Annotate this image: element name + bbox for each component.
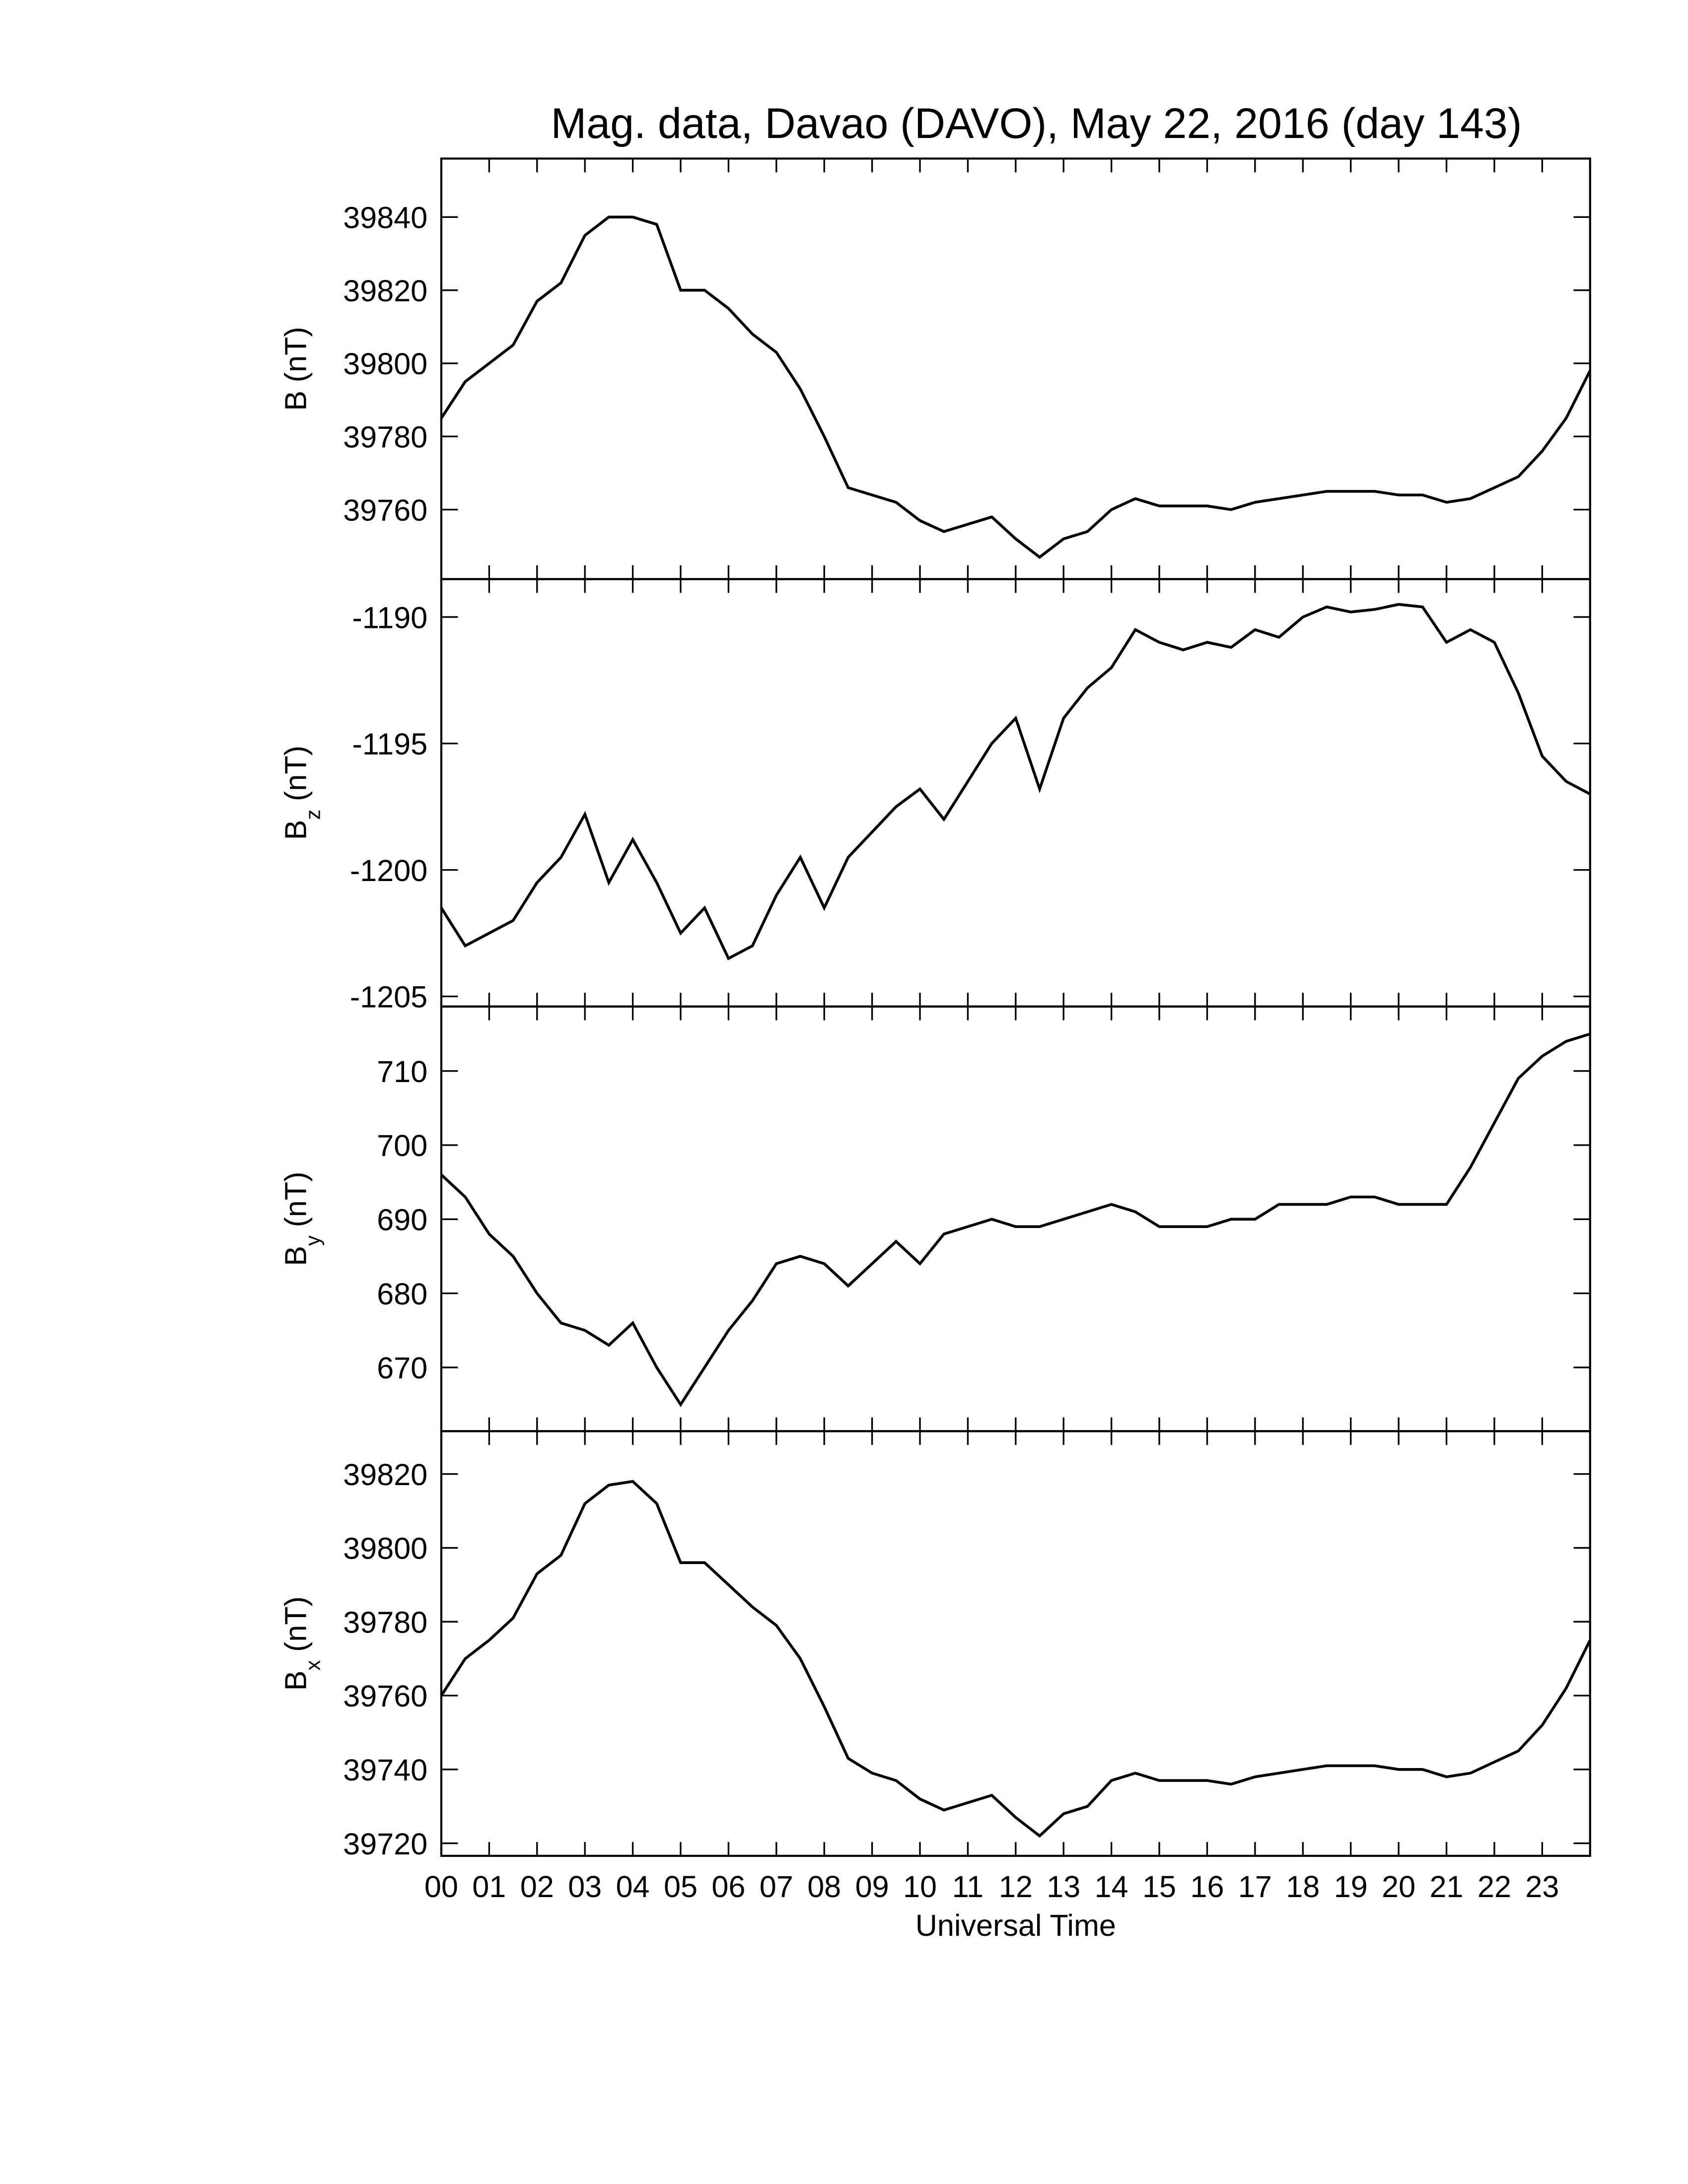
y-tick-label: -1190: [352, 601, 427, 634]
y-axis-label-sub: x: [301, 1660, 324, 1670]
y-tick-label: 700: [377, 1129, 427, 1162]
y-axis-label: B (nT): [279, 327, 313, 410]
y-axis-label-unit: (nT): [279, 746, 313, 801]
y-tick-label: 39760: [343, 1679, 427, 1713]
y-axis-label-main: B: [279, 820, 313, 840]
y-tick-label: 710: [377, 1055, 427, 1089]
y-axis-label: Bx (nT): [279, 1596, 325, 1691]
x-tick-label: 11: [952, 1870, 984, 1904]
y-tick-label: 39820: [343, 274, 427, 308]
y-tick-label: 670: [377, 1351, 427, 1385]
x-tick-label: 23: [1525, 1870, 1559, 1904]
x-tick-label: 00: [424, 1870, 458, 1904]
y-tick-label: -1195: [352, 727, 427, 761]
x-tick-label: 14: [1095, 1870, 1128, 1904]
x-tick-label: 01: [472, 1870, 506, 1904]
data-line: [440, 1032, 1591, 1407]
y-tick-label: 39780: [343, 1605, 427, 1639]
y-tick-label: 39780: [343, 420, 427, 454]
chart-title: Mag. data, Davao (DAVO), May 22, 2016 (d…: [551, 100, 1522, 147]
y-tick-label: 690: [377, 1203, 427, 1237]
y-tick-label: 39800: [343, 347, 427, 381]
data-line: [440, 1480, 1592, 1838]
x-tick-label: 12: [999, 1870, 1033, 1904]
x-tick-label: 02: [520, 1870, 554, 1904]
y-tick-label: 39820: [343, 1458, 427, 1492]
x-tick-label: 08: [807, 1870, 841, 1904]
y-tick-label: 39760: [343, 493, 427, 527]
x-tick-label: 16: [1190, 1870, 1224, 1904]
x-tick-label: 09: [855, 1870, 889, 1904]
x-tick-label: 10: [903, 1870, 937, 1904]
x-tick-label: 05: [664, 1870, 698, 1904]
x-tick-label: 04: [616, 1870, 650, 1904]
x-axis-label: Universal Time: [915, 1909, 1116, 1942]
y-tick-label: 39740: [343, 1753, 427, 1787]
plot-frame: [440, 157, 1591, 580]
y-axis-label-unit: (nT): [279, 1171, 313, 1227]
data-line: [440, 603, 1591, 960]
y-axis-label-main: B: [279, 1670, 313, 1691]
x-tick-label: 19: [1334, 1870, 1368, 1904]
x-tick-label: 03: [568, 1870, 602, 1904]
y-axis-label-main: B: [279, 391, 313, 411]
x-tick-label: 07: [760, 1870, 793, 1904]
y-tick-label: 39800: [343, 1532, 427, 1566]
y-axis-label: By (nT): [279, 1171, 325, 1266]
y-axis-label-sub: y: [301, 1235, 324, 1246]
x-tick-label: 17: [1238, 1870, 1272, 1904]
plot-frame: [440, 1430, 1591, 1857]
y-tick-label: 680: [377, 1277, 427, 1311]
y-tick-label: -1205: [350, 980, 427, 1014]
y-axis-label-sub: z: [301, 810, 324, 820]
y-axis-label-main: B: [279, 1246, 313, 1266]
y-tick-label: 39840: [343, 201, 427, 235]
x-tick-label: 21: [1430, 1870, 1464, 1904]
plot-frame: [440, 578, 1591, 1008]
x-tick-label: 18: [1286, 1870, 1320, 1904]
x-tick-label: 22: [1477, 1870, 1511, 1904]
y-axis-label-unit: (nT): [279, 1596, 313, 1652]
x-tick-label: 20: [1382, 1870, 1415, 1904]
y-tick-label: 39720: [343, 1827, 427, 1861]
x-tick-label: 15: [1142, 1870, 1176, 1904]
y-axis-label: Bz (nT): [279, 746, 325, 840]
data-line: [440, 215, 1592, 559]
x-tick-label: 13: [1047, 1870, 1080, 1904]
plot-frame: [440, 1005, 1591, 1433]
x-tick-label: 06: [711, 1870, 745, 1904]
y-axis-label-unit: (nT): [279, 327, 313, 382]
y-tick-label: -1200: [350, 854, 427, 887]
